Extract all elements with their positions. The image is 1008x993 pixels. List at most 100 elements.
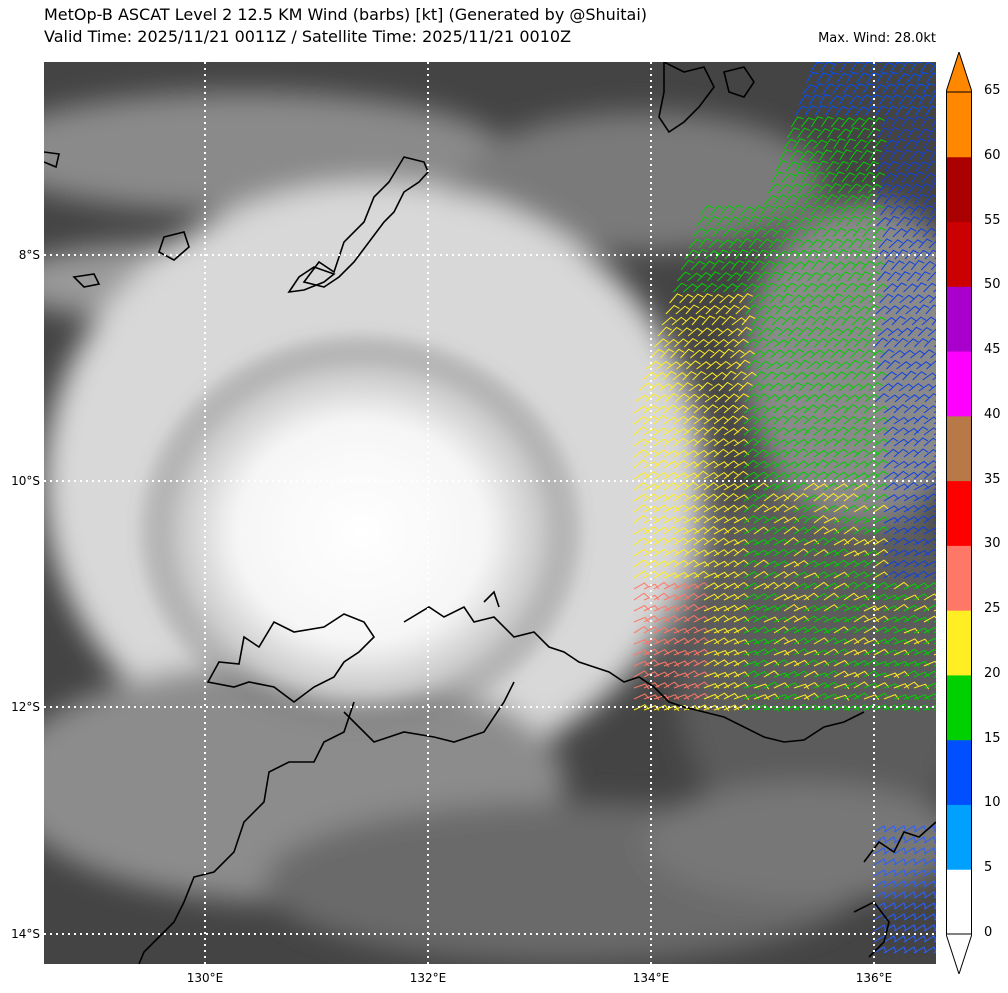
wind-barb bbox=[673, 437, 689, 447]
wind-barb bbox=[909, 294, 924, 304]
colorbar-tick-label: 55 bbox=[984, 212, 1001, 228]
wind-barb bbox=[854, 249, 869, 260]
wind-barb bbox=[802, 84, 817, 95]
wind-barb bbox=[682, 370, 697, 381]
wind-barb bbox=[653, 626, 670, 634]
wind-barb bbox=[696, 216, 711, 227]
wind-barb bbox=[764, 394, 780, 403]
wind-barb bbox=[763, 426, 779, 436]
wind-barb bbox=[823, 637, 840, 645]
wind-barb bbox=[733, 681, 750, 689]
wind-barb bbox=[780, 261, 796, 271]
wind-barb bbox=[902, 227, 917, 238]
wind-barb bbox=[793, 514, 809, 524]
wind-barb bbox=[633, 471, 649, 480]
wind-barb bbox=[793, 615, 810, 623]
wind-barb bbox=[803, 626, 819, 634]
wind-barb bbox=[919, 294, 935, 304]
wind-barb bbox=[693, 605, 710, 612]
wind-barb bbox=[653, 548, 669, 557]
wind-barb bbox=[664, 392, 679, 403]
wind-barb bbox=[723, 415, 739, 425]
wind-barb bbox=[873, 692, 890, 700]
wind-barb bbox=[717, 328, 733, 337]
wind-barb bbox=[923, 880, 936, 888]
wind-barb bbox=[663, 549, 679, 557]
wind-barb bbox=[923, 427, 936, 436]
wind-barb bbox=[673, 537, 689, 546]
wind-barb bbox=[873, 935, 887, 943]
wind-barb bbox=[763, 437, 779, 447]
wind-barb bbox=[877, 271, 891, 282]
wind-barb bbox=[703, 426, 719, 436]
colorbar-tick-label: 20 bbox=[984, 665, 1001, 681]
wind-barb bbox=[767, 271, 782, 282]
wind-barb bbox=[663, 460, 679, 469]
wind-barb bbox=[750, 260, 765, 271]
wind-barb bbox=[813, 338, 829, 348]
wind-barb bbox=[819, 149, 833, 161]
wind-barb bbox=[893, 448, 909, 458]
wind-barb bbox=[693, 659, 710, 667]
wind-barb bbox=[913, 138, 927, 150]
wind-barb bbox=[850, 261, 866, 271]
wind-barb bbox=[893, 404, 909, 414]
wind-barb bbox=[643, 638, 660, 645]
wind-barb bbox=[755, 304, 770, 315]
wind-barb bbox=[773, 283, 788, 293]
wind-barb bbox=[853, 282, 868, 293]
wind-barb bbox=[913, 526, 929, 535]
wind-barb bbox=[843, 415, 859, 425]
wind-barb bbox=[923, 913, 936, 921]
wind-barb bbox=[633, 582, 650, 590]
wind-barb bbox=[763, 338, 779, 348]
wind-barb bbox=[873, 604, 890, 612]
wind-barb bbox=[853, 505, 869, 513]
wind-barb bbox=[905, 305, 921, 315]
wind-barb bbox=[768, 238, 783, 249]
wind-barb bbox=[869, 293, 884, 304]
wind-barb bbox=[843, 138, 857, 150]
wind-barb bbox=[913, 338, 929, 348]
wind-barb bbox=[883, 537, 899, 546]
wind-barb bbox=[874, 393, 890, 403]
wind-barb bbox=[731, 317, 747, 326]
wind-barb bbox=[687, 272, 702, 282]
wind-barb bbox=[901, 171, 916, 183]
wind-barb bbox=[786, 127, 800, 139]
wind-barb bbox=[791, 315, 806, 326]
wind-barb bbox=[643, 626, 660, 634]
wind-barb bbox=[873, 626, 890, 634]
wind-barb bbox=[724, 249, 739, 260]
wind-barb bbox=[823, 670, 840, 678]
wind-barb bbox=[685, 304, 700, 315]
wind-barb bbox=[883, 415, 899, 425]
wind-barb bbox=[793, 194, 808, 205]
wind-barb bbox=[856, 215, 870, 227]
wind-barb bbox=[810, 205, 825, 216]
wind-barb bbox=[653, 592, 669, 601]
wind-barb bbox=[806, 71, 819, 84]
wind-barb bbox=[723, 604, 740, 612]
wind-barb bbox=[743, 405, 759, 414]
wind-barb bbox=[923, 648, 936, 656]
wind-barb bbox=[680, 348, 695, 359]
wind-barb bbox=[673, 604, 690, 612]
wind-barb bbox=[793, 571, 810, 579]
wind-barb bbox=[853, 416, 869, 425]
wind-barb bbox=[748, 238, 763, 249]
wind-barb bbox=[684, 249, 699, 260]
wind-barb bbox=[759, 293, 774, 304]
wind-barb bbox=[863, 504, 879, 513]
wind-barb bbox=[913, 470, 929, 480]
wind-barb bbox=[733, 282, 748, 293]
wind-barb bbox=[868, 237, 883, 249]
wind-barb bbox=[700, 349, 715, 359]
wind-barb bbox=[747, 271, 761, 282]
wind-barb bbox=[718, 239, 734, 249]
graticule bbox=[44, 62, 936, 964]
wind-barb bbox=[673, 338, 689, 348]
wind-barb bbox=[896, 73, 910, 84]
wind-barb bbox=[704, 394, 720, 403]
wind-barb bbox=[653, 526, 669, 535]
